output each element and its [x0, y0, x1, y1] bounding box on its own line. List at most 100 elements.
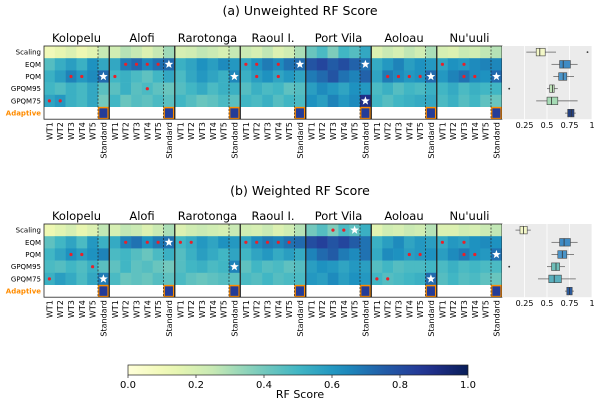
heatmap-cell	[262, 107, 274, 120]
column-label: WT2	[187, 122, 196, 140]
best-star	[295, 59, 305, 69]
heatmap-cell	[76, 224, 88, 237]
row-label-pqm: PQM	[25, 73, 41, 81]
heatmap-cell	[349, 272, 361, 286]
heatmap-cell	[196, 272, 208, 286]
heatmap-cell	[163, 285, 175, 298]
heatmap-cell	[196, 58, 208, 71]
heatmap-cell	[251, 248, 263, 261]
heatmap-cell	[185, 46, 197, 59]
column-label: WT1	[373, 122, 382, 140]
heatmap-cell	[185, 285, 197, 298]
heatmap-cell	[437, 82, 449, 96]
significance-dot	[276, 62, 280, 66]
heatmap-cell	[316, 46, 328, 59]
station-frame	[371, 223, 437, 298]
heatmap-cell	[294, 236, 306, 249]
heatmap-cell	[283, 260, 295, 274]
heatmap-cell	[283, 107, 295, 120]
boxplot-box-eqm	[559, 238, 571, 247]
colorbar-label: RF Score	[276, 388, 325, 401]
heatmap-cell	[229, 94, 241, 108]
heatmap-cell	[371, 248, 383, 261]
adaptive-highlight	[163, 284, 175, 298]
row-label-gpqm95: GPQM95	[11, 263, 41, 271]
heatmap-cell	[163, 272, 175, 286]
heatmap-cell	[458, 260, 470, 274]
significance-dot	[145, 87, 149, 91]
column-label: WT3	[264, 122, 273, 140]
colorbar-tick-label: 0.0	[120, 380, 136, 391]
station-frame	[109, 223, 175, 298]
heatmap-cell	[251, 82, 263, 96]
heatmap-cell	[447, 70, 459, 83]
column-label: WT4	[78, 300, 87, 318]
row-label-gpqm75: GPQM75	[11, 97, 41, 105]
boxplot-outlier	[508, 87, 511, 90]
column-label: WT3	[395, 300, 404, 318]
heatmap-cell	[141, 70, 153, 83]
adaptive-highlight	[294, 284, 306, 298]
column-label: WT2	[384, 122, 393, 140]
heatmap-cell	[240, 224, 252, 237]
column-label: Standard	[230, 122, 239, 158]
heatmap-cell	[306, 94, 318, 108]
adaptive-highlight	[97, 284, 109, 298]
best-star	[492, 71, 501, 81]
station-raoul-i-: Raoul I. WT1 WT2 WT3 WT4 WT5 Standard	[240, 209, 306, 337]
heatmap-cell	[447, 224, 459, 237]
row-label-scaling: Scaling	[16, 49, 41, 57]
heatmap-cell	[240, 70, 252, 83]
heatmap-cell	[196, 46, 208, 59]
significance-dot	[244, 240, 248, 244]
heatmap-cell	[316, 236, 328, 249]
heatmap-cell	[414, 94, 426, 108]
adaptive-highlight	[425, 106, 437, 120]
heatmap-cell	[218, 224, 230, 237]
heatmap-cell	[87, 224, 99, 237]
column-label: WT4	[340, 300, 349, 318]
heatmap-cell	[403, 285, 415, 298]
significance-dot	[156, 240, 160, 244]
significance-dot	[189, 240, 193, 244]
heatmap-cell	[185, 272, 197, 286]
column-label: WT5	[482, 122, 491, 140]
boxplot-box-adaptive	[567, 109, 575, 118]
heatmap-cell	[163, 224, 175, 237]
heatmap-cell	[44, 107, 56, 120]
heatmap-cell	[458, 94, 470, 108]
significance-dot	[47, 277, 52, 281]
heatmap-cell	[458, 272, 470, 286]
heatmap-cell	[382, 236, 394, 249]
heatmap-cell	[393, 107, 405, 120]
heatmap-cell	[327, 285, 339, 298]
heatmap-cell	[272, 94, 284, 108]
heatmap-cell	[447, 46, 459, 59]
column-label: WT3	[460, 122, 469, 140]
heatmap-cell	[152, 107, 164, 120]
heatmap-cell	[240, 82, 252, 96]
station-name: Rarotonga	[178, 209, 237, 223]
boxplot-box-gpqm95	[549, 84, 555, 93]
column-label: WT2	[318, 122, 327, 140]
heatmap-cell	[349, 107, 361, 120]
heatmap-cell	[262, 46, 274, 59]
heatmap-cell	[283, 272, 295, 286]
heatmap-cell	[218, 236, 230, 249]
heatmap-cell	[491, 236, 503, 249]
heatmap-cell	[437, 107, 449, 120]
best-star	[230, 262, 239, 271]
row-label-adaptive: Adaptive	[6, 110, 41, 118]
station-frame	[43, 223, 110, 298]
colorbar-tick-label: 0.4	[256, 380, 272, 391]
adaptive-highlight	[163, 106, 175, 120]
heatmap-cell	[141, 94, 153, 108]
column-label: WT2	[253, 122, 262, 140]
boxplot-panel: 0.25 0.5 0.75 1	[502, 224, 595, 308]
column-label: Standard	[165, 122, 174, 158]
heatmap-cell	[54, 285, 66, 298]
column-label: WT2	[56, 300, 65, 318]
heatmap-cell	[447, 285, 459, 298]
heatmap-cell	[251, 107, 263, 120]
